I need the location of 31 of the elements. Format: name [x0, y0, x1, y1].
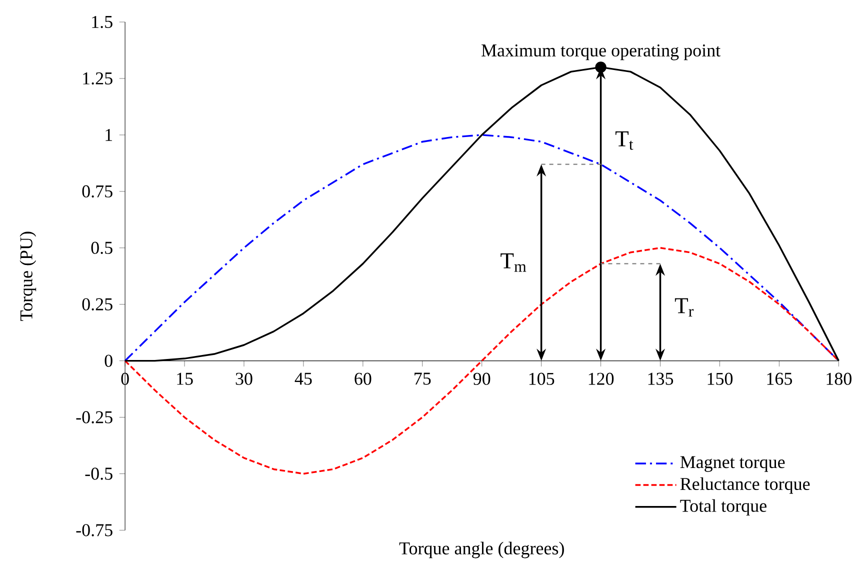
y-tick-label: 0.5 [91, 242, 112, 254]
legend-label: Magnet torque [680, 456, 785, 472]
x-tick-label: 15 [177, 372, 193, 385]
x-tick-label: 60 [354, 372, 372, 385]
x-tick-label: 90 [473, 372, 490, 385]
annotation: Maximum torque operating point [482, 44, 720, 60]
legend-label: Reluctance torque [680, 477, 810, 494]
y-tick-label: -0.5 [85, 468, 112, 480]
y-tick-label: 1.25 [83, 72, 112, 84]
x-tick-label: 30 [236, 372, 252, 385]
y-tick-label: 1.5 [92, 16, 112, 28]
x-tick-label: 75 [414, 372, 431, 385]
annotation: T$_{r}$ [674, 298, 694, 316]
annotation: T$_{t}$ [615, 131, 634, 150]
annotation: T$_{m}$ [500, 253, 526, 272]
y-tick-label: 0.25 [82, 298, 112, 310]
y-tick-label: 1 [106, 128, 112, 141]
x-tick-label: 105 [529, 372, 554, 385]
x-axis-title: Torque angle (degrees) [399, 542, 564, 558]
x-tick-label: 180 [826, 372, 852, 385]
x-tick-label: 120 [588, 372, 614, 385]
x-tick-label: 135 [648, 372, 674, 385]
y-tick-label: -0.75 [76, 524, 112, 536]
x-tick-label: 45 [294, 372, 312, 385]
legend-label: Total torque [680, 499, 766, 516]
y-axis-title: Torque (PU) [20, 232, 36, 321]
x-tick-label: 150 [708, 372, 733, 385]
y-tick-label: 0.75 [82, 185, 112, 198]
y-tick-label: -0.25 [76, 411, 112, 424]
y-tick-label: 0 [104, 354, 112, 367]
x-tick-label: 165 [767, 372, 792, 385]
